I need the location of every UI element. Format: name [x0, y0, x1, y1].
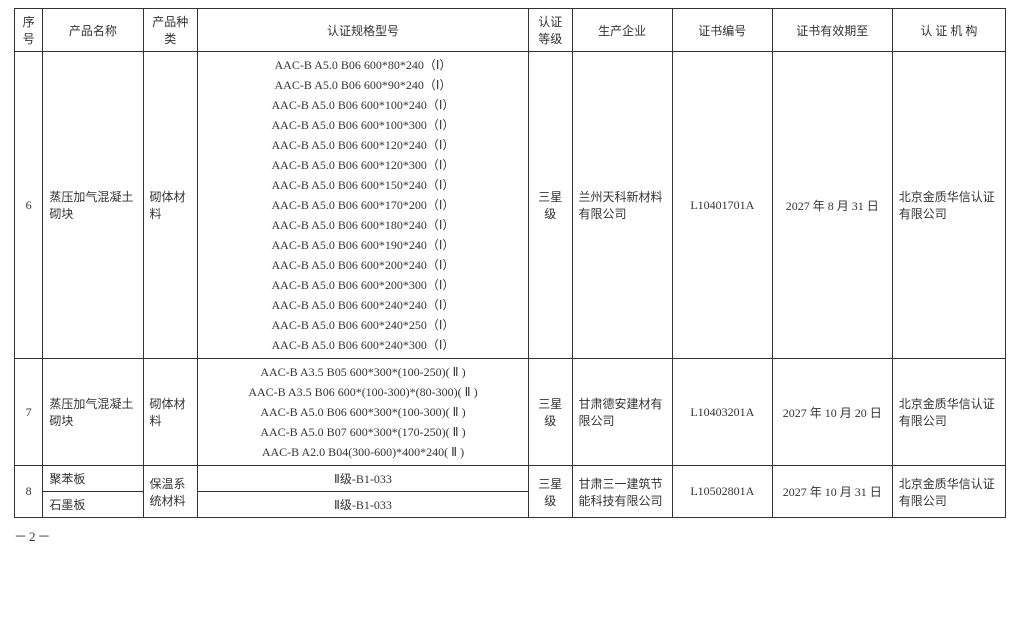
cell-certno: L10403201A [672, 359, 772, 466]
header-level: 认证等级 [528, 9, 572, 52]
table-header-row: 序号 产品名称 产品种类 认证规格型号 认证等级 生产企业 证书编号 证书有效期… [15, 9, 1006, 52]
spec-list: AAC-B A5.0 B06 600*80*240（Ⅰ） AAC-B A5.0 B… [204, 56, 522, 354]
header-agency: 认 证 机 构 [892, 9, 1005, 52]
cell-spec: Ⅱ级-B1-033 [197, 492, 528, 518]
header-spec: 认证规格型号 [197, 9, 528, 52]
cell-level: 三星级 [528, 52, 572, 359]
cell-company: 甘肃德安建材有限公司 [572, 359, 672, 466]
cell-certno: L10502801A [672, 466, 772, 518]
spec-list: AAC-B A3.5 B05 600*300*(100-250)( Ⅱ ) AAC… [204, 363, 522, 461]
spec-line: AAC-B A5.0 B06 600*240*240（Ⅰ） [272, 296, 455, 314]
spec-line: AAC-B A2.0 B04(300-600)*400*240( Ⅱ ) [262, 443, 464, 461]
product-table: 序号 产品名称 产品种类 认证规格型号 认证等级 生产企业 证书编号 证书有效期… [14, 8, 1006, 518]
spec-line: AAC-B A5.0 B06 600*120*300（Ⅰ） [272, 156, 455, 174]
cell-expiry: 2027 年 10 月 20 日 [772, 359, 892, 466]
spec-line: AAC-B A5.0 B06 600*100*240（Ⅰ） [272, 96, 455, 114]
spec-line: AAC-B A5.0 B06 600*200*300（Ⅰ） [272, 276, 455, 294]
cell-seq: 7 [15, 359, 43, 466]
cell-cat: 保温系统材料 [143, 466, 197, 518]
cell-level: 三星级 [528, 466, 572, 518]
cell-expiry: 2027 年 10 月 31 日 [772, 466, 892, 518]
cell-name: 蒸压加气混凝土砌块 [43, 52, 143, 359]
spec-line: AAC-B A5.0 B06 600*240*300（Ⅰ） [272, 336, 455, 354]
table-row: 6 蒸压加气混凝土砌块 砌体材料 AAC-B A5.0 B06 600*80*2… [15, 52, 1006, 359]
spec-line: AAC-B A3.5 B05 600*300*(100-250)( Ⅱ ) [260, 363, 465, 381]
cell-level: 三星级 [528, 359, 572, 466]
header-cat: 产品种类 [143, 9, 197, 52]
header-certno: 证书编号 [672, 9, 772, 52]
header-company: 生产企业 [572, 9, 672, 52]
cell-expiry: 2027 年 8 月 31 日 [772, 52, 892, 359]
spec-line: AAC-B A5.0 B06 600*190*240（Ⅰ） [272, 236, 455, 254]
spec-line: AAC-B A3.5 B06 600*(100-300)*(80-300)( Ⅱ… [248, 383, 477, 401]
cell-agency: 北京金质华信认证有限公司 [892, 466, 1005, 518]
table-row: 8 聚苯板 保温系统材料 Ⅱ级-B1-033 三星级 甘肃三一建筑节能科技有限公… [15, 466, 1006, 492]
cell-company: 甘肃三一建筑节能科技有限公司 [572, 466, 672, 518]
cell-cat: 砌体材料 [143, 359, 197, 466]
cell-agency: 北京金质华信认证有限公司 [892, 52, 1005, 359]
header-name: 产品名称 [43, 9, 143, 52]
table-row: 7 蒸压加气混凝土砌块 砌体材料 AAC-B A3.5 B05 600*300*… [15, 359, 1006, 466]
cell-spec: Ⅱ级-B1-033 [197, 466, 528, 492]
spec-line: AAC-B A5.0 B06 600*100*300（Ⅰ） [272, 116, 455, 134]
header-seq: 序号 [15, 9, 43, 52]
cell-cat: 砌体材料 [143, 52, 197, 359]
spec-line: AAC-B A5.0 B06 600*300*(100-300)( Ⅱ ) [260, 403, 465, 421]
spec-line: AAC-B A5.0 B06 600*120*240（Ⅰ） [272, 136, 455, 154]
cell-name: 聚苯板 [43, 466, 143, 492]
spec-line: AAC-B A5.0 B06 600*170*200（Ⅰ） [272, 196, 455, 214]
spec-line: AAC-B A5.0 B06 600*200*240（Ⅰ） [272, 256, 455, 274]
spec-line: AAC-B A5.0 B06 600*80*240（Ⅰ） [275, 56, 452, 74]
spec-line: AAC-B A5.0 B06 600*240*250（Ⅰ） [272, 316, 455, 334]
cell-certno: L10401701A [672, 52, 772, 359]
cell-seq: 6 [15, 52, 43, 359]
spec-line: AAC-B A5.0 B06 600*150*240（Ⅰ） [272, 176, 455, 194]
spec-line: AAC-B A5.0 B06 600*90*240（Ⅰ） [275, 76, 452, 94]
spec-line: AAC-B A5.0 B07 600*300*(170-250)( Ⅱ ) [260, 423, 465, 441]
spec-line: AAC-B A5.0 B06 600*180*240（Ⅰ） [272, 216, 455, 234]
header-expiry: 证书有效期至 [772, 9, 892, 52]
cell-name: 石墨板 [43, 492, 143, 518]
cell-spec: AAC-B A5.0 B06 600*80*240（Ⅰ） AAC-B A5.0 B… [197, 52, 528, 359]
cell-spec: AAC-B A3.5 B05 600*300*(100-250)( Ⅱ ) AAC… [197, 359, 528, 466]
page-number: －2－ [14, 526, 1006, 545]
cell-company: 兰州天科新材料有限公司 [572, 52, 672, 359]
cell-name: 蒸压加气混凝土砌块 [43, 359, 143, 466]
cell-agency: 北京金质华信认证有限公司 [892, 359, 1005, 466]
cell-seq: 8 [15, 466, 43, 518]
table-body: 6 蒸压加气混凝土砌块 砌体材料 AAC-B A5.0 B06 600*80*2… [15, 52, 1006, 518]
